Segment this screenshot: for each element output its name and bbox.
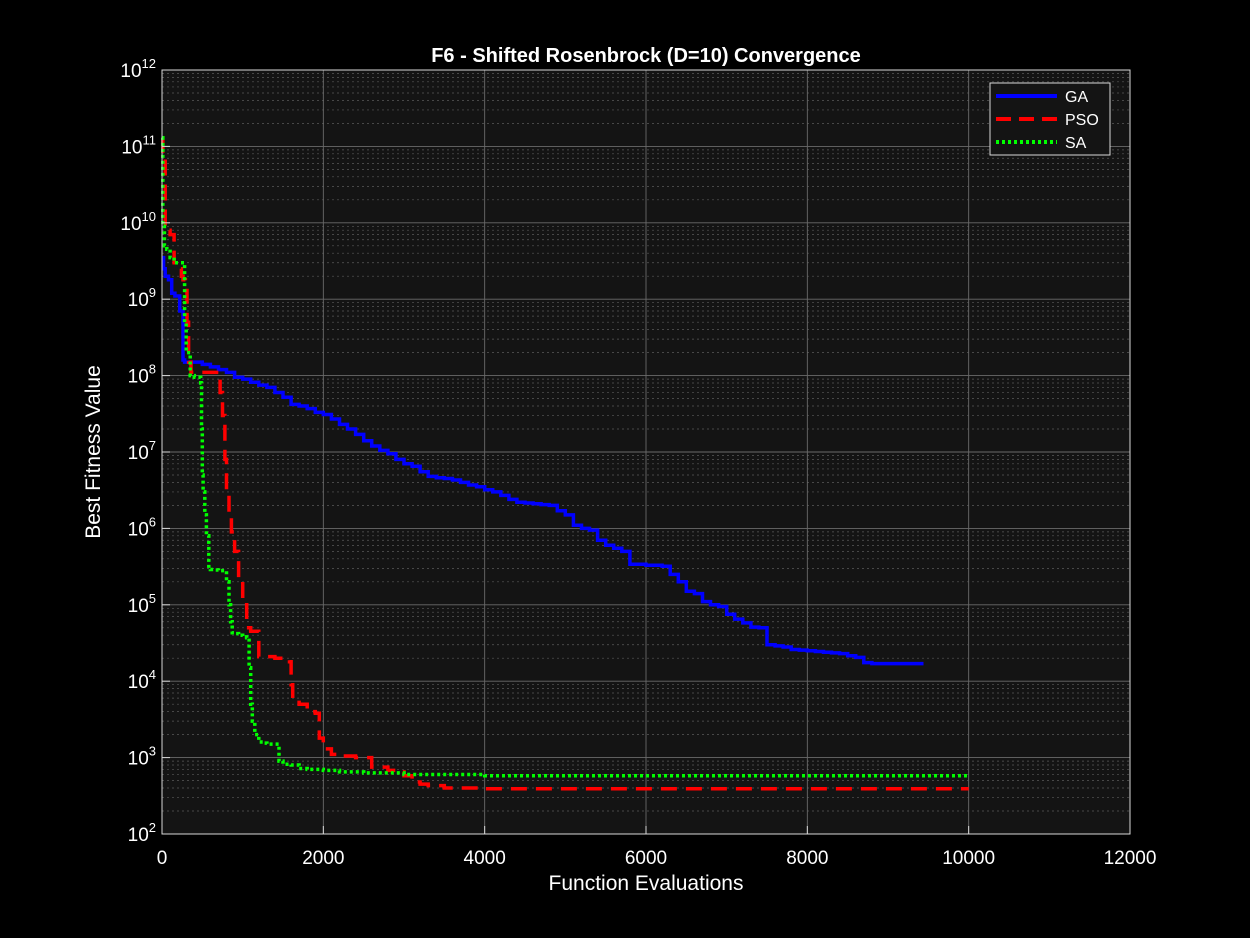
y-tick-label: 102: [128, 820, 156, 846]
legend-label-ga: GA: [1065, 89, 1088, 106]
x-axis-label: Function Evaluations: [549, 872, 744, 895]
x-tick-label: 12000: [1104, 848, 1157, 869]
x-tick-label: 2000: [302, 848, 344, 869]
series-line-pso: [161, 135, 969, 791]
chart-title: F6 - Shifted Rosenbrock (D=10) Convergen…: [431, 45, 861, 67]
series-line-sa: [161, 135, 969, 778]
x-axis-ticks: 0 2000 4000 6000 8000 10000 12000: [157, 826, 1157, 869]
y-tick-label: 105: [128, 591, 156, 617]
x-tick-label: 0: [157, 848, 168, 869]
legend-label-pso: PSO: [1065, 112, 1099, 129]
x-tick-label: 6000: [625, 848, 667, 869]
y-tick-label: 109: [128, 285, 156, 311]
y-axis-ticks: 102 103 104 105 106 107 108 109 1010 1011 1012: [120, 56, 170, 846]
series-layer: [161, 135, 969, 791]
x-tick-label: 10000: [942, 848, 995, 869]
y-tick-label: 1012: [120, 56, 156, 82]
x-tick-label: 4000: [464, 848, 506, 869]
y-tick-label: 1011: [121, 132, 156, 158]
x-tick-label: 8000: [786, 848, 828, 869]
y-tick-label: 103: [128, 744, 156, 770]
y-tick-label: 104: [128, 667, 156, 693]
series-line-ga: [161, 255, 924, 666]
y-tick-label: 1010: [120, 209, 156, 235]
y-tick-label: 107: [128, 438, 156, 464]
y-tick-label: 108: [128, 362, 156, 388]
y-axis-label: Best Fitness Value: [82, 365, 105, 539]
legend: GA PSO SA: [989, 82, 1111, 156]
legend-label-sa: SA: [1065, 135, 1087, 152]
y-tick-label: 106: [128, 514, 156, 540]
